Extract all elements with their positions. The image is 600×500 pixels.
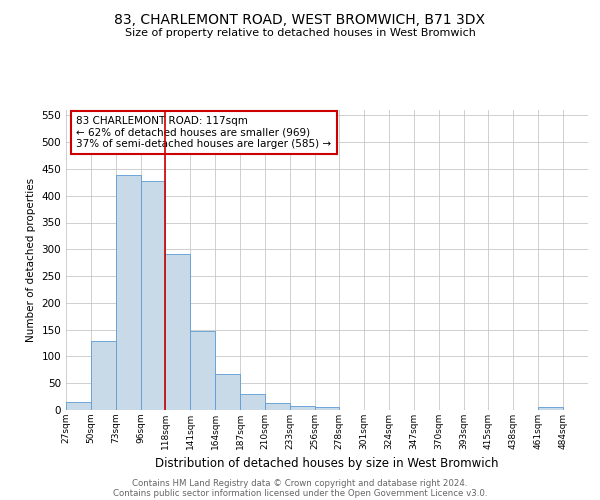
Bar (91, 342, 116, 410)
Bar (141, 181, 165, 410)
Bar (315, 408, 339, 410)
X-axis label: Distribution of detached houses by size in West Bromwich: Distribution of detached houses by size … (155, 458, 499, 470)
Bar (240, 394, 265, 410)
Bar (66, 402, 91, 410)
Bar (215, 374, 240, 410)
Text: Size of property relative to detached houses in West Bromwich: Size of property relative to detached ho… (125, 28, 475, 38)
Bar (165, 254, 190, 410)
Text: 83 CHARLEMONT ROAD: 117sqm
← 62% of detached houses are smaller (969)
37% of sem: 83 CHARLEMONT ROAD: 117sqm ← 62% of deta… (76, 116, 332, 149)
Bar (265, 402, 290, 410)
Text: 83, CHARLEMONT ROAD, WEST BROMWICH, B71 3DX: 83, CHARLEMONT ROAD, WEST BROMWICH, B71 … (115, 12, 485, 26)
Y-axis label: Number of detached properties: Number of detached properties (26, 178, 36, 342)
Bar (290, 406, 315, 410)
Bar (190, 331, 215, 410)
Text: Contains HM Land Registry data © Crown copyright and database right 2024.: Contains HM Land Registry data © Crown c… (132, 478, 468, 488)
Text: Contains public sector information licensed under the Open Government Licence v3: Contains public sector information licen… (113, 488, 487, 498)
Bar (538, 408, 563, 410)
Bar (116, 176, 141, 410)
